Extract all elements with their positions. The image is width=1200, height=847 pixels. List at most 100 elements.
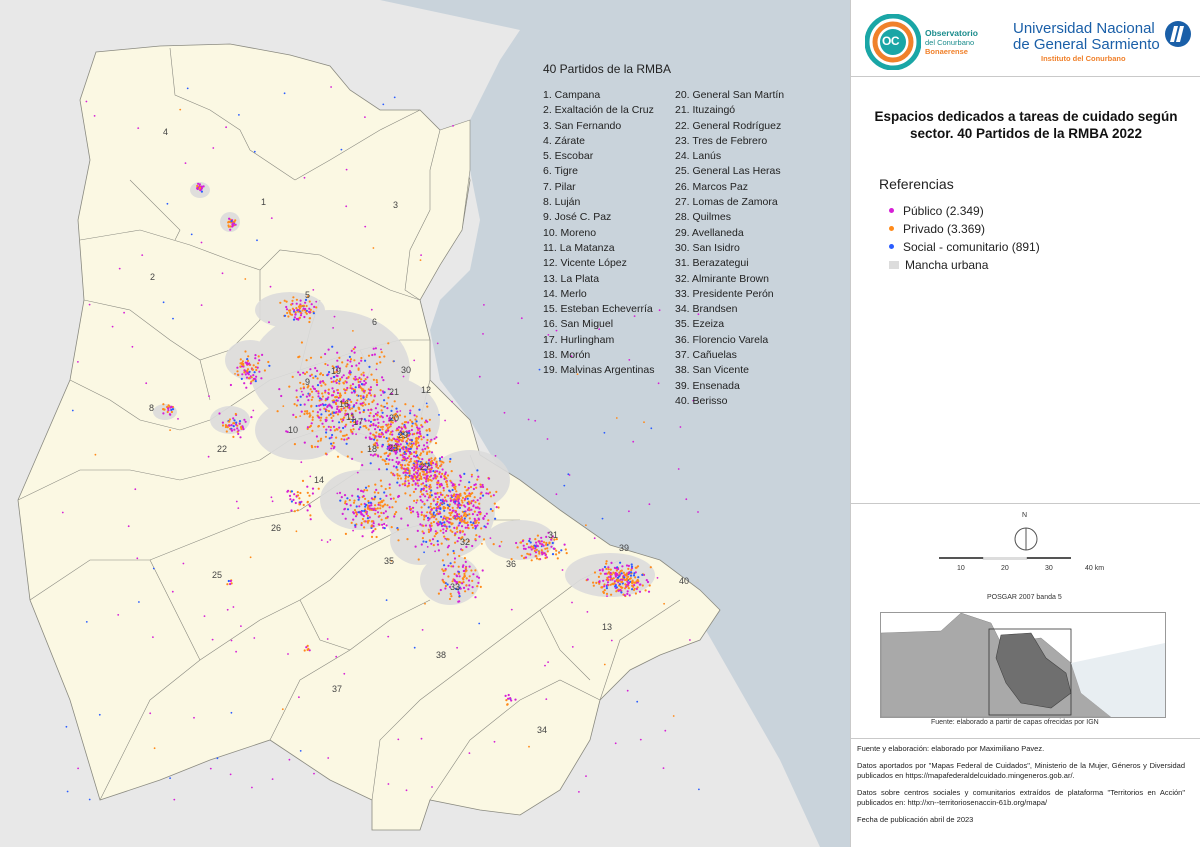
care-point [249,556,252,559]
care-point [363,509,366,513]
partido-number-label: 20 [389,413,399,423]
care-point [408,455,411,458]
care-point [420,511,423,514]
care-point [601,517,604,520]
care-point [267,360,270,364]
care-point [378,515,381,518]
care-point [645,579,648,582]
care-point [422,468,425,471]
care-point [405,435,408,438]
care-point [445,518,448,521]
care-point [415,440,418,443]
care-point [420,254,422,256]
care-point [423,473,426,476]
care-point [408,434,411,437]
care-point [393,513,396,516]
care-point [598,580,601,584]
care-point [441,468,444,471]
care-point [442,528,445,531]
care-point [382,420,385,423]
care-point [245,386,248,389]
care-point [252,374,255,377]
map-canvas[interactable]: 41 32568222625373834134039363133353210111… [0,0,850,847]
care-point [416,529,419,533]
care-point [644,589,647,592]
partido-b-10: 30. San Isidro [675,241,740,254]
care-point [379,479,382,482]
urban-area [390,515,450,565]
care-point [547,661,549,663]
care-point [309,308,312,311]
care-point [308,394,311,397]
care-point [555,553,558,556]
care-point [625,564,629,567]
map-area[interactable]: 4 1 3 2 5 6 8 22 26 25 37 38 34 13 40 39 36 31 33 35 32 10 11 1… [0,0,850,847]
care-point [374,483,377,486]
care-point [458,575,461,578]
care-point [368,414,371,417]
care-point [428,450,431,453]
care-point [367,419,370,422]
care-point [321,373,325,377]
care-point [432,544,435,547]
care-point [424,421,427,424]
care-point [428,418,431,421]
care-point [380,511,383,514]
care-point [319,373,322,376]
care-point [472,522,475,525]
care-point [460,516,463,519]
inset-water [1071,643,1165,717]
care-point [235,421,238,424]
care-point [436,342,439,345]
care-point [446,485,449,488]
partido-b-0: 20. General San Martín [675,89,785,101]
care-point [311,487,315,490]
care-point [411,510,415,513]
care-point [243,382,246,385]
care-point [416,511,419,514]
care-point [630,565,634,568]
care-point [391,433,394,436]
care-point [447,506,450,509]
care-point [385,494,388,497]
care-point [571,601,573,604]
care-point [492,494,495,497]
care-point [438,485,442,488]
care-point [420,543,423,546]
care-point [427,479,430,482]
care-point [442,517,445,520]
care-point [472,573,475,576]
care-point [307,295,310,298]
care-point [422,540,425,543]
care-point [432,520,435,524]
urban-area [430,450,510,510]
care-point [303,372,307,375]
care-point [449,497,452,500]
care-point [321,392,324,395]
care-point [536,534,540,537]
care-point [389,433,392,436]
partido-boundary [371,609,541,801]
care-point [134,488,137,491]
care-point [614,742,617,745]
care-point [375,431,378,434]
care-point [485,512,488,515]
care-point [411,483,414,486]
care-point [374,412,377,416]
care-point [387,342,390,345]
care-point [434,442,438,445]
care-point [415,476,418,479]
partido-number-label: 6 [372,317,377,327]
care-point [538,558,541,561]
care-point [288,494,292,497]
care-point [229,383,232,387]
care-point [221,424,225,427]
care-point [619,578,622,581]
care-point [430,438,433,441]
care-point [329,429,332,432]
care-point [295,530,298,533]
care-point [475,534,478,537]
partido-a-1: 2. Exaltación de la Cruz [543,104,654,117]
care-point [370,373,373,376]
credits-author: Fuente y elaboración: elaborado por Maxi… [857,744,1045,753]
